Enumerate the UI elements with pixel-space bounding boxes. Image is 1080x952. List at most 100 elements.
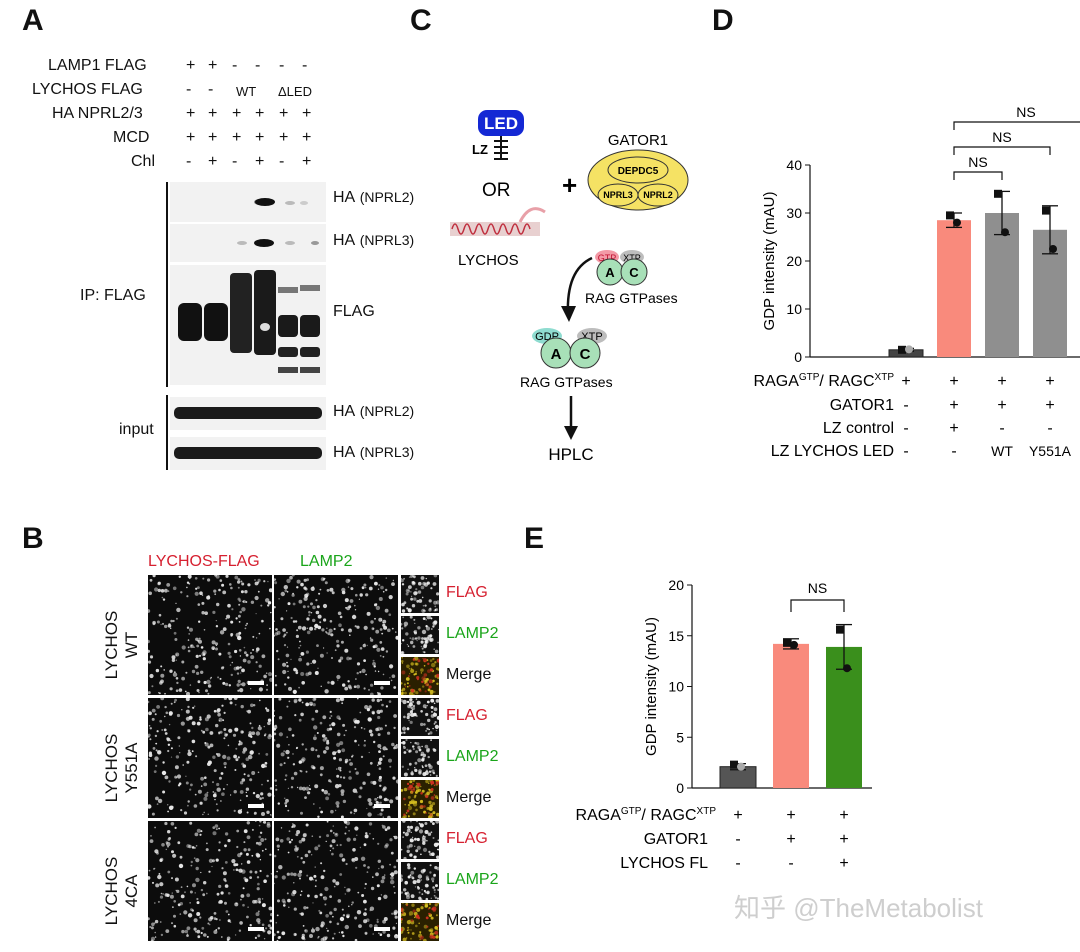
blot-ha-nprl2-input (170, 397, 326, 430)
condition-mark: + (208, 57, 218, 74)
significance-bracket (953, 121, 1080, 130)
condition-mark: + (1045, 373, 1054, 390)
condition-mark: - (208, 81, 214, 98)
condition-mark: - (302, 57, 308, 74)
data-point-square (730, 760, 738, 769)
thumb-lamp2 (401, 862, 439, 900)
chart-e: 0 5 10 15 20 GDP intensity (mAU) NS RAGAGTP/ RA… (576, 577, 872, 872)
row-label-lychos: LYCHOS FLAG (32, 81, 143, 98)
micrograph-flag (148, 821, 272, 941)
bar (773, 643, 809, 788)
significance-bracket (953, 146, 1051, 155)
condition-mark: + (208, 105, 218, 122)
condition-mark: + (839, 807, 848, 824)
y-tick-label: 20 (786, 253, 802, 269)
col-label-lychos-flag: LYCHOS-FLAG (148, 553, 260, 570)
svg-text:XTP: XTP (623, 253, 641, 263)
condition-label: LZ LYCHOS LED (771, 443, 894, 460)
blot-label-2: HA (NPRL3) (333, 232, 415, 249)
blot-label-3: FLAG (333, 303, 375, 320)
side-label-merge: Merge (446, 912, 492, 929)
bar (937, 220, 971, 357)
depdc5-ellipse (607, 156, 669, 184)
data-point-circle (1049, 245, 1057, 253)
condition-mark: + (302, 129, 312, 146)
y-tick-label: 10 (668, 679, 684, 695)
condition-mark: - (1047, 420, 1052, 437)
condition-mark: - (279, 153, 285, 170)
y-tick-label: 30 (786, 205, 802, 221)
blot-ha-nprl3-ip (170, 224, 326, 262)
y-tick-label: 20 (668, 577, 684, 593)
condition-mark: - (903, 443, 908, 460)
significance-label: NS (992, 129, 1011, 145)
condition-mark: + (1045, 397, 1054, 414)
svg-text:C: C (580, 346, 591, 363)
lychos-text: LYCHOS (458, 252, 519, 269)
condition-mark: - (735, 831, 740, 848)
condition-mark: + (839, 855, 848, 872)
lychos-membrane (450, 207, 546, 236)
lz-text: LZ (472, 142, 488, 157)
row-label-b-line1: LYCHOS (102, 610, 121, 680)
side-label-flag: FLAG (446, 707, 488, 724)
significance-bracket (790, 599, 845, 612)
blot-label-5: HA (NPRL3) (333, 444, 415, 461)
data-point-square (836, 625, 844, 634)
blot-label-4: HA (NPRL2) (333, 403, 415, 420)
or-text: OR (482, 180, 511, 201)
condition-mark: + (186, 129, 196, 146)
condition-mark: + (997, 397, 1006, 414)
y-tick-label: 15 (668, 628, 684, 644)
lychos-dled-label: ΔLED (278, 84, 312, 99)
nprl2-text: NPRL2 (643, 190, 673, 200)
row-label-b-line2: 4CA (122, 874, 141, 908)
condition-mark: + (839, 831, 848, 848)
hplc-text: HPLC (548, 445, 593, 464)
condition-label: GATOR1 (830, 397, 894, 414)
data-point-circle (737, 762, 745, 771)
panel-letter-c: C (410, 4, 432, 37)
condition-mark: + (949, 397, 958, 414)
row-label-b-line2: WT (122, 631, 141, 659)
thumb-flag (401, 698, 439, 736)
row-label-mcd: MCD (113, 129, 150, 146)
led-box (478, 110, 524, 136)
thumb-merge (401, 780, 439, 818)
condition-mark: + (901, 373, 910, 390)
row-label-b: LYCHOS 4CA (92, 841, 152, 926)
svg-text:A: A (551, 346, 562, 363)
condition-mark: + (208, 129, 218, 146)
data-point-circle (953, 218, 961, 227)
condition-mark: + (949, 420, 958, 437)
input-bracket (166, 395, 168, 470)
rag-gtpases-1: RAG GTPases (585, 290, 678, 306)
condition-mark: + (786, 831, 795, 848)
rag-gtpases-2: RAG GTPases (520, 374, 613, 390)
row-label-b: LYCHOS WT (92, 595, 152, 680)
data-point-square (1042, 206, 1050, 215)
condition-mark: - (788, 855, 793, 872)
row-label-lamp1: LAMP1 FLAG (48, 57, 147, 74)
condition-mark: - (735, 855, 740, 872)
condition-mark: + (302, 153, 312, 170)
panel-letter-a: A (22, 4, 44, 37)
y-tick-label: 0 (794, 349, 802, 365)
row-label-b-line1: LYCHOS (102, 733, 121, 803)
micrograph-lamp2 (274, 575, 398, 695)
led-text: LED (484, 114, 518, 133)
rag-c-2 (569, 337, 601, 369)
condition-mark: WT (991, 443, 1013, 459)
condition-mark: + (255, 129, 265, 146)
row-label-nprl: HA NPRL2/3 (52, 105, 143, 122)
side-label-merge: Merge (446, 666, 492, 683)
condition-mark: - (186, 153, 192, 170)
micrograph-lamp2 (274, 821, 398, 941)
condition-mark: + (279, 129, 289, 146)
side-label-lamp2: LAMP2 (446, 871, 499, 888)
data-point-circle (843, 664, 851, 673)
condition-mark: - (999, 420, 1004, 437)
blot-flag-ip (170, 265, 326, 385)
condition-mark: + (302, 105, 312, 122)
data-point-circle (790, 640, 798, 649)
